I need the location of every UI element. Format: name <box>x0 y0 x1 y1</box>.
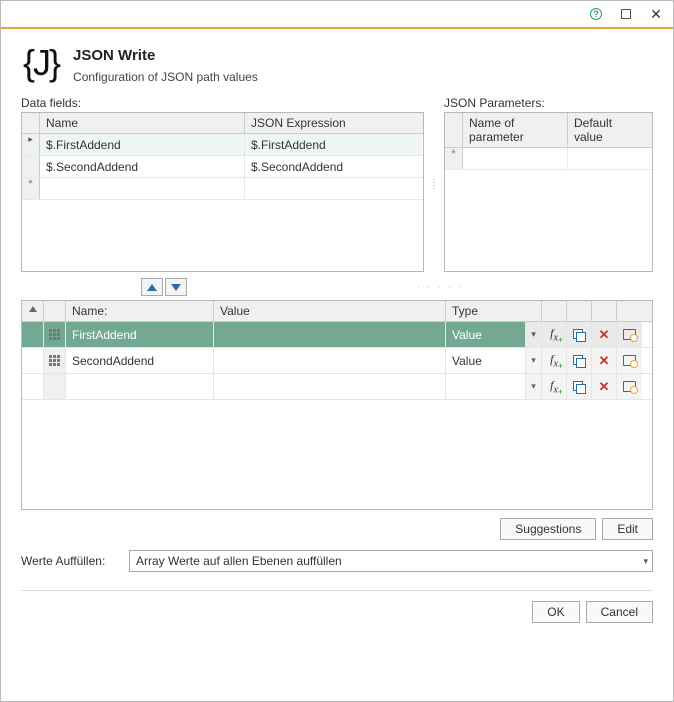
values-new-row[interactable]: ▾ fx ✕ <box>22 374 652 400</box>
suggestions-button[interactable]: Suggestions <box>500 518 596 540</box>
chevron-down-icon: ▾ <box>643 556 648 567</box>
delete-button[interactable]: ✕ <box>592 374 617 399</box>
values-row[interactable]: SecondAddend Value ▾ fx ✕ <box>22 348 652 374</box>
fx-button[interactable]: fx <box>542 348 567 373</box>
vertical-splitter[interactable]: ···· <box>430 96 438 272</box>
col-param-def[interactable]: Default value <box>568 113 644 147</box>
grid-icon <box>44 348 66 373</box>
json-params-panel: JSON Parameters: Name of parameter Defau… <box>444 96 653 272</box>
col-name[interactable]: Name: <box>66 301 214 321</box>
config-button[interactable] <box>617 348 642 373</box>
copy-button[interactable] <box>567 348 592 373</box>
horizontal-splitter[interactable]: · · · · · <box>227 282 653 293</box>
copy-button[interactable] <box>567 374 592 399</box>
cell-type[interactable]: Value <box>446 322 526 347</box>
col-value[interactable]: Value <box>214 301 446 321</box>
edit-button[interactable]: Edit <box>602 518 653 540</box>
config-button[interactable] <box>617 322 642 347</box>
type-dropdown[interactable]: ▾ <box>526 348 542 373</box>
fill-label: Werte Auffüllen: <box>21 554 121 568</box>
data-fields-row[interactable]: $.SecondAddend $.SecondAddend <box>22 156 423 178</box>
json-params-new-row[interactable]: * <box>445 148 652 170</box>
values-row[interactable]: FirstAddend Value ▾ fx ✕ <box>22 322 652 348</box>
data-fields-label: Data fields: <box>21 96 424 110</box>
header: {J} JSON Write Configuration of JSON pat… <box>1 29 673 96</box>
type-dropdown[interactable]: ▾ <box>526 374 542 399</box>
data-fields-row[interactable]: ▸ $.FirstAddend $.FirstAddend <box>22 134 423 156</box>
col-param-name[interactable]: Name of parameter <box>463 113 568 147</box>
delete-button[interactable]: ✕ <box>592 348 617 373</box>
col-name[interactable]: Name <box>40 113 245 133</box>
json-params-label: JSON Parameters: <box>444 96 653 110</box>
delete-button[interactable]: ✕ <box>592 322 617 347</box>
logo-icon: {J} <box>23 45 59 84</box>
cancel-button[interactable]: Cancel <box>586 601 653 623</box>
cell-name[interactable]: $.FirstAddend <box>40 134 245 155</box>
col-type[interactable]: Type <box>446 301 542 321</box>
json-params-grid[interactable]: Name of parameter Default value * <box>444 112 653 272</box>
move-up-button[interactable] <box>141 278 163 296</box>
cell-name[interactable]: FirstAddend <box>66 322 214 347</box>
cell-value[interactable] <box>214 348 446 373</box>
cell-expr[interactable]: $.FirstAddend <box>245 134 422 155</box>
grid-icon <box>44 322 66 347</box>
config-button[interactable] <box>617 374 642 399</box>
help-icon[interactable]: ? <box>589 7 603 21</box>
ok-button[interactable]: OK <box>532 601 579 623</box>
col-expr[interactable]: JSON Expression <box>245 113 422 133</box>
page-title: JSON Write <box>73 47 258 64</box>
fill-value: Array Werte auf allen Ebenen auffüllen <box>136 554 342 568</box>
copy-button[interactable] <box>567 322 592 347</box>
cell-name[interactable]: $.SecondAddend <box>40 156 245 177</box>
sort-col[interactable] <box>22 301 44 321</box>
fx-button[interactable]: fx <box>542 322 567 347</box>
maximize-icon[interactable] <box>619 7 633 21</box>
cell-name[interactable]: SecondAddend <box>66 348 214 373</box>
cell-type[interactable]: Value <box>446 348 526 373</box>
cell-value[interactable] <box>214 322 446 347</box>
values-grid[interactable]: Name: Value Type FirstAddend Value ▾ fx … <box>21 300 653 510</box>
data-fields-grid[interactable]: Name JSON Expression ▸ $.FirstAddend $.F… <box>21 112 424 272</box>
page-subtitle: Configuration of JSON path values <box>73 70 258 84</box>
fx-button[interactable]: fx <box>542 374 567 399</box>
close-icon[interactable]: ✕ <box>649 7 663 21</box>
data-fields-new-row[interactable]: * <box>22 178 423 200</box>
titlebar: ? ✕ <box>1 1 673 29</box>
data-fields-panel: Data fields: Name JSON Expression ▸ $.Fi… <box>21 96 424 272</box>
type-dropdown[interactable]: ▾ <box>526 322 542 347</box>
cell-expr[interactable]: $.SecondAddend <box>245 156 422 177</box>
fill-combo[interactable]: Array Werte auf allen Ebenen auffüllen ▾ <box>129 550 653 572</box>
move-down-button[interactable] <box>165 278 187 296</box>
